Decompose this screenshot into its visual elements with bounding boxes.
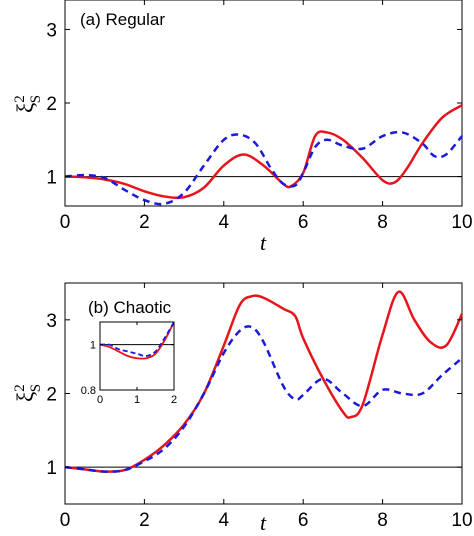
panel-b-xtick-label: 4 [219,510,230,531]
inset-xtick-label: 2 [171,394,177,406]
panel-b-xtick-label: 2 [139,510,150,531]
panel-b-ylabel-symbol: ξ [13,392,38,402]
panel-a-ytick-label: 2 [46,94,57,115]
inset-ticks: 0 1 2 0.8 1 [81,322,177,406]
panel-b-ylabel-sub: S [28,384,44,392]
panel-b-series [64,290,464,473]
inset-ytick-label: 0.8 [81,385,96,397]
panel-a-xtick-label: 6 [298,212,309,233]
panel-a-ylabel-symbol: ξ [13,103,38,113]
panel-b-xtick-label: 10 [451,510,472,531]
inset-series [99,321,175,360]
panel-a-ytick-label: 3 [46,20,57,41]
panel-b-series-solid-line [64,290,464,473]
panel-a-ylabel-sup: 2 [12,95,28,103]
panel-b-xtick-label: 6 [298,510,309,531]
panel-b-ytick-label: 2 [46,385,57,406]
panel-a-series [64,104,463,206]
panel-a-label: (a) Regular [80,10,165,29]
panel-b-series-dashed-line [64,325,463,473]
panel-b-label: (b) Chaotic [88,298,172,317]
panel-b-xlabel: t [260,510,267,535]
panel-b-ytick-label: 1 [46,458,57,479]
inset-frame [99,321,175,391]
panel-a-xtick-label: 2 [139,212,150,233]
inset-ytick-label: 1 [90,340,96,352]
panel-a-ylabel: ξ2S [12,95,44,113]
panel-a-xlabel: t [260,230,267,255]
panel-a-xtick-label: 8 [377,212,388,233]
svg-text:ξ2S: ξ2S [12,384,44,402]
inset-xtick-label: 1 [134,394,140,406]
panel-a-series-solid-line [64,104,463,200]
panel-b-xtick-label: 8 [377,510,388,531]
panel-b-ylabel: ξ2S [12,384,44,402]
inset-xtick-label: 0 [97,394,103,406]
svg-text:ξ2S: ξ2S [12,95,44,113]
panel-b-inset: 0 1 2 0.8 1 [81,321,177,406]
inset-series-dashed-line [99,321,175,357]
panel-a-ytick-label: 1 [46,168,57,189]
panel-b-ylabel-sup: 2 [12,384,28,392]
inset-series-solid-line [99,321,175,360]
panel-a-series-dashed-line [64,130,463,206]
panel-b-ytick-label: 3 [46,311,57,332]
panel-a-ylabel-sub: S [28,95,44,103]
panel-b-xtick-label: 0 [60,510,71,531]
panel-a-xtick-label: 0 [60,212,71,233]
panel-a-xtick-label: 10 [451,212,472,233]
panel-a-xtick-label: 4 [219,212,230,233]
